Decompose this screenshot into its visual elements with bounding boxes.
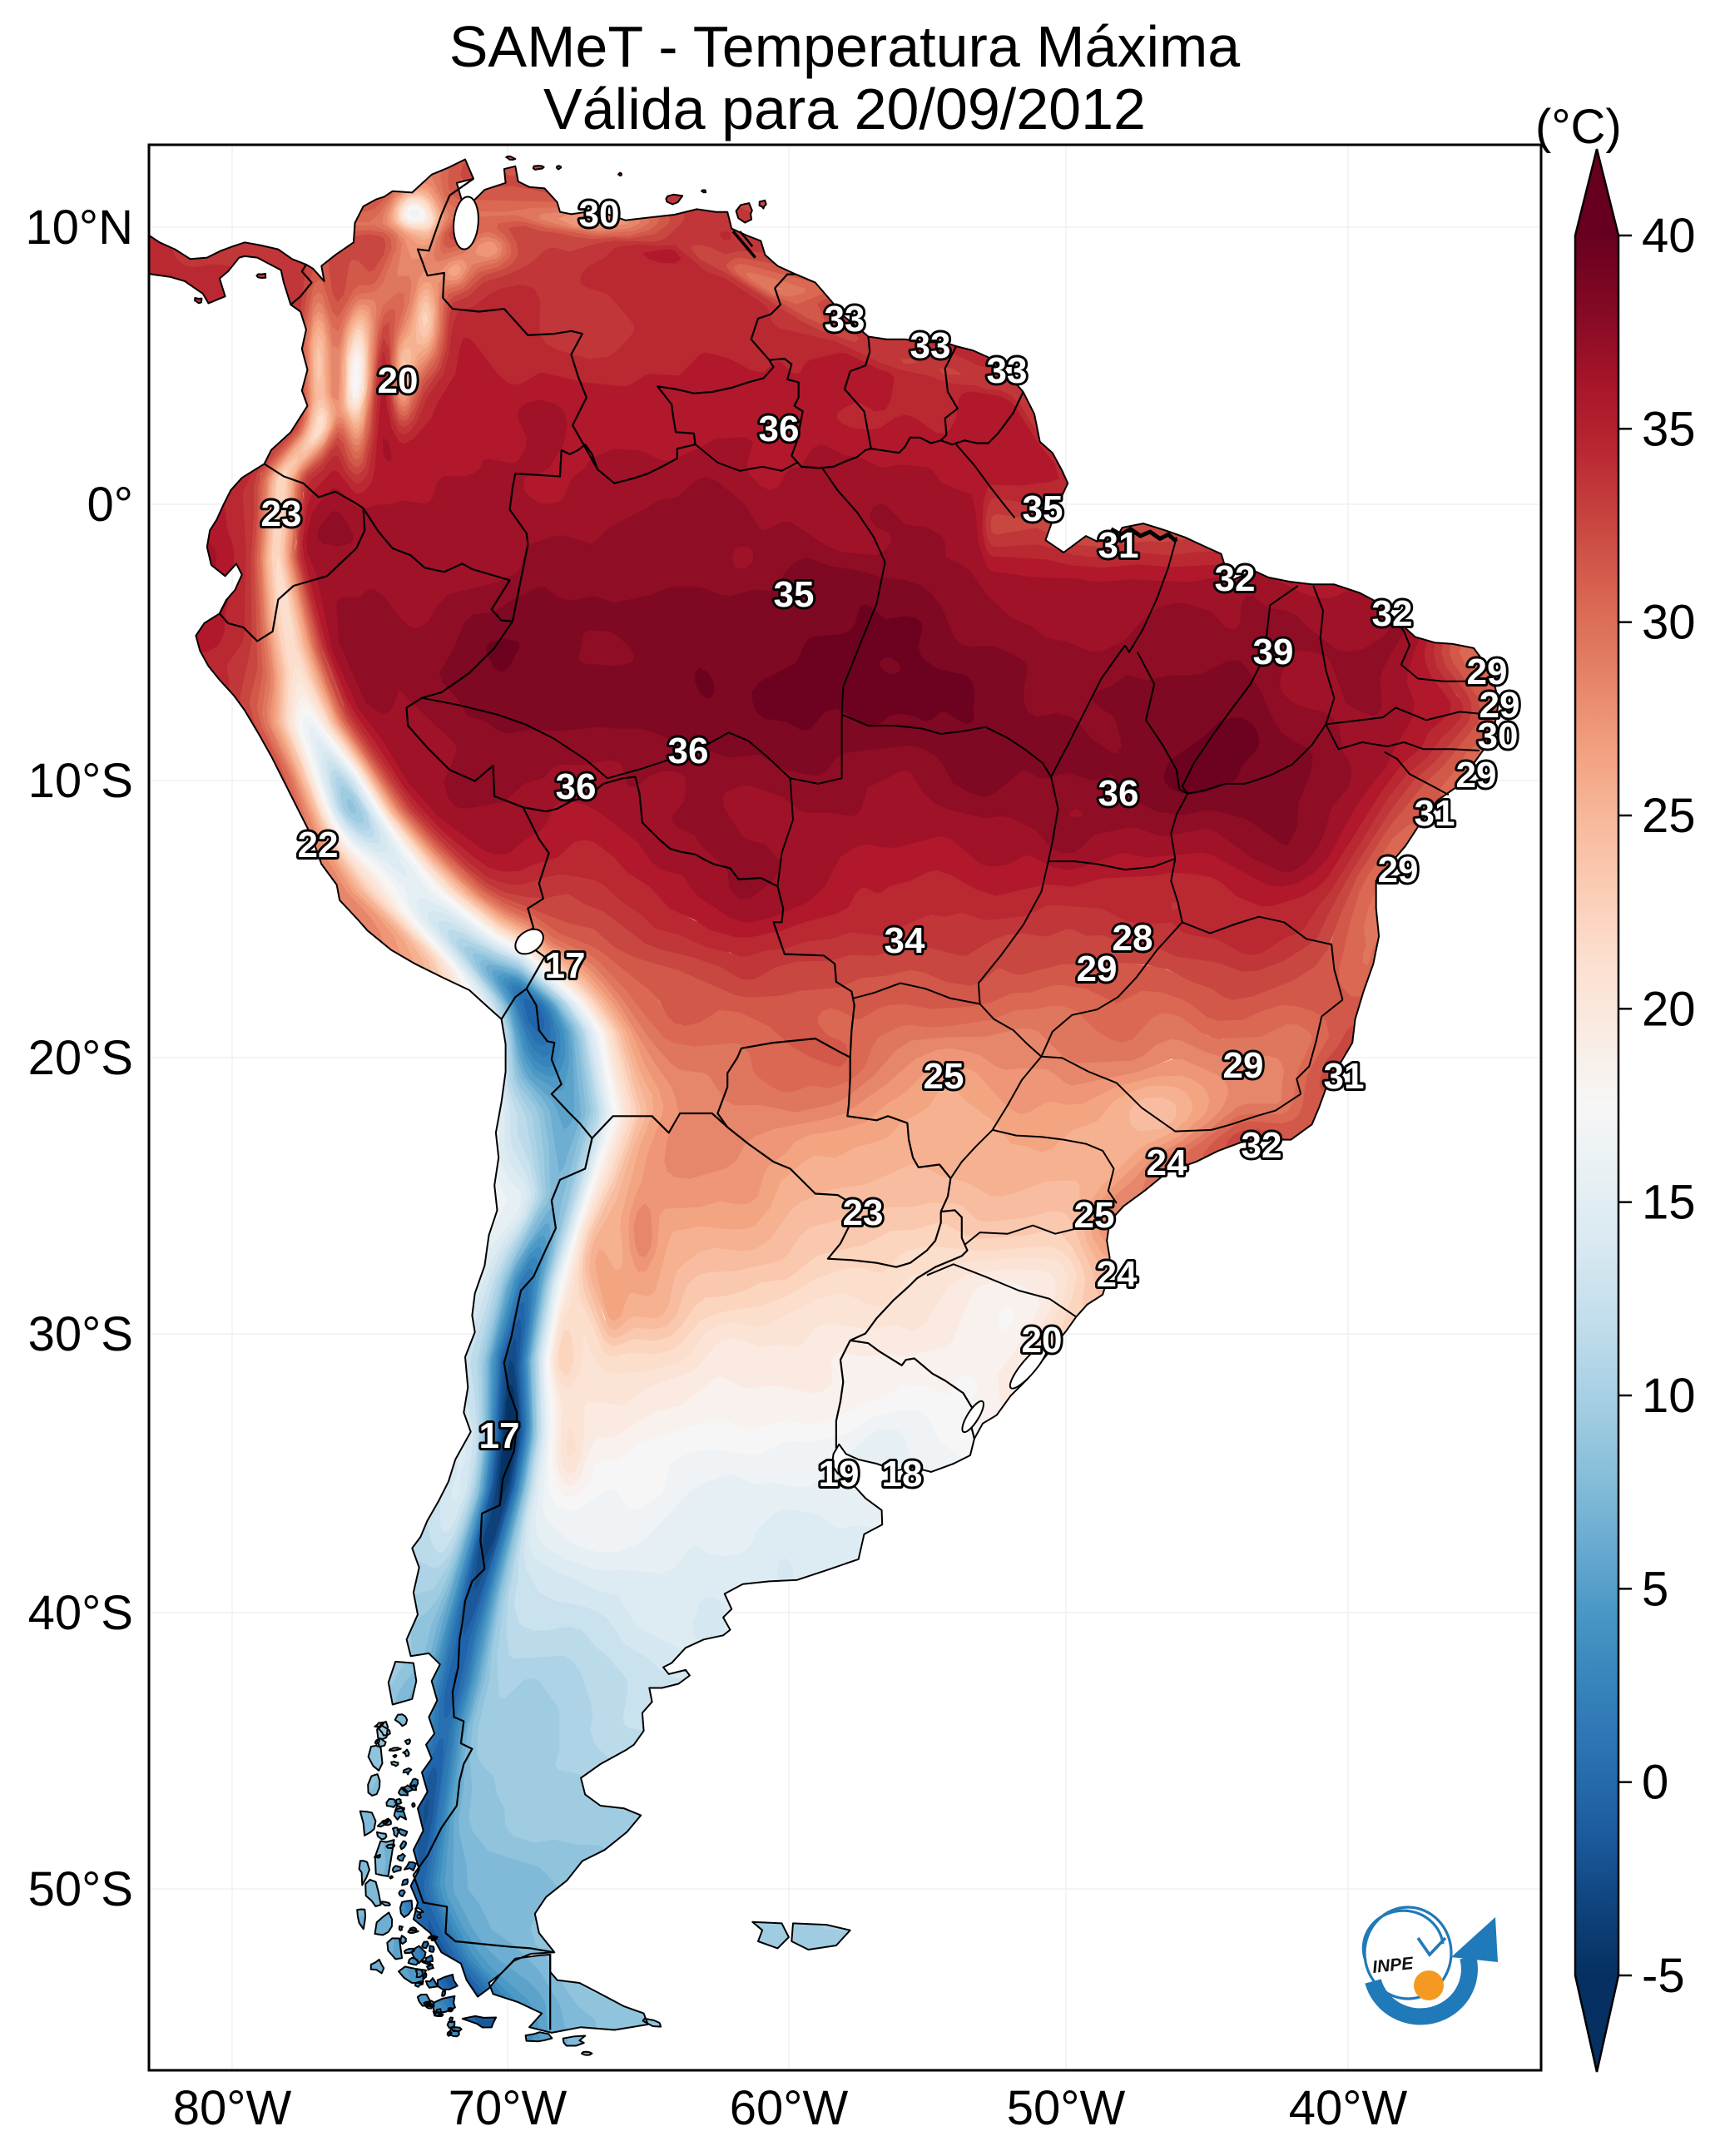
svg-text:50°S: 50°S (28, 1862, 133, 1916)
svg-text:20: 20 (1022, 1320, 1063, 1361)
svg-text:24: 24 (1097, 1254, 1138, 1295)
svg-text:36: 36 (556, 766, 597, 807)
svg-text:10: 10 (1642, 1369, 1696, 1423)
svg-text:40°W: 40°W (1289, 2081, 1408, 2135)
svg-text:36: 36 (1098, 773, 1139, 814)
svg-text:32: 32 (1242, 1125, 1282, 1166)
svg-text:36: 36 (668, 731, 709, 771)
svg-text:20: 20 (378, 360, 419, 401)
svg-text:30: 30 (1642, 596, 1696, 650)
svg-text:35: 35 (1642, 402, 1696, 456)
svg-text:25: 25 (1074, 1195, 1115, 1236)
svg-text:(°C): (°C) (1535, 100, 1622, 154)
svg-text:20: 20 (1642, 982, 1696, 1036)
svg-text:-5: -5 (1642, 1949, 1685, 2003)
svg-text:INPE: INPE (1371, 1954, 1415, 1977)
svg-text:35: 35 (774, 574, 815, 615)
svg-text:50°W: 50°W (1007, 2081, 1126, 2135)
svg-text:29: 29 (1077, 949, 1118, 989)
svg-text:32: 32 (1215, 558, 1256, 599)
svg-text:18: 18 (882, 1454, 923, 1494)
svg-text:Válida para 20/09/2012: Válida para 20/09/2012 (543, 77, 1146, 141)
svg-text:22: 22 (298, 825, 339, 865)
svg-text:39: 39 (1253, 632, 1294, 672)
svg-text:SAMeT - Temperatura Máxima: SAMeT - Temperatura Máxima (449, 14, 1241, 79)
svg-text:17: 17 (479, 1415, 520, 1456)
svg-text:36: 36 (759, 409, 800, 449)
svg-text:29: 29 (1223, 1045, 1264, 1086)
svg-text:60°W: 60°W (730, 2081, 849, 2135)
svg-text:31: 31 (1098, 525, 1139, 566)
svg-text:0: 0 (1642, 1756, 1668, 1810)
svg-text:29: 29 (1480, 685, 1520, 726)
svg-text:17: 17 (545, 945, 586, 986)
svg-text:31: 31 (1415, 793, 1455, 834)
svg-text:33: 33 (910, 325, 951, 366)
svg-text:32: 32 (1372, 593, 1413, 634)
svg-text:20°S: 20°S (28, 1031, 133, 1085)
svg-text:30: 30 (1478, 716, 1519, 756)
svg-text:25: 25 (1642, 789, 1696, 843)
svg-text:23: 23 (843, 1192, 884, 1233)
svg-text:31: 31 (1324, 1056, 1365, 1097)
svg-text:15: 15 (1642, 1176, 1696, 1230)
svg-text:33: 33 (987, 350, 1028, 391)
svg-text:10°S: 10°S (28, 754, 133, 808)
svg-text:29: 29 (1456, 755, 1497, 795)
svg-text:23: 23 (261, 493, 302, 534)
svg-text:35: 35 (1023, 488, 1063, 529)
svg-text:80°W: 80°W (173, 2081, 292, 2135)
svg-text:25: 25 (924, 1056, 964, 1097)
svg-text:19: 19 (819, 1454, 860, 1494)
svg-text:34: 34 (885, 920, 925, 961)
svg-text:28: 28 (1113, 918, 1153, 959)
svg-text:5: 5 (1642, 1562, 1668, 1616)
svg-text:29: 29 (1467, 652, 1508, 692)
svg-text:70°W: 70°W (449, 2081, 568, 2135)
svg-text:29: 29 (1378, 850, 1419, 890)
svg-text:30: 30 (579, 194, 620, 235)
svg-text:0°: 0° (87, 478, 133, 532)
svg-text:40°S: 40°S (28, 1586, 133, 1640)
svg-text:40: 40 (1642, 209, 1696, 263)
svg-text:24: 24 (1147, 1142, 1187, 1183)
svg-text:30°S: 30°S (28, 1307, 133, 1361)
svg-text:33: 33 (825, 299, 865, 340)
svg-text:10°N: 10°N (25, 201, 133, 255)
